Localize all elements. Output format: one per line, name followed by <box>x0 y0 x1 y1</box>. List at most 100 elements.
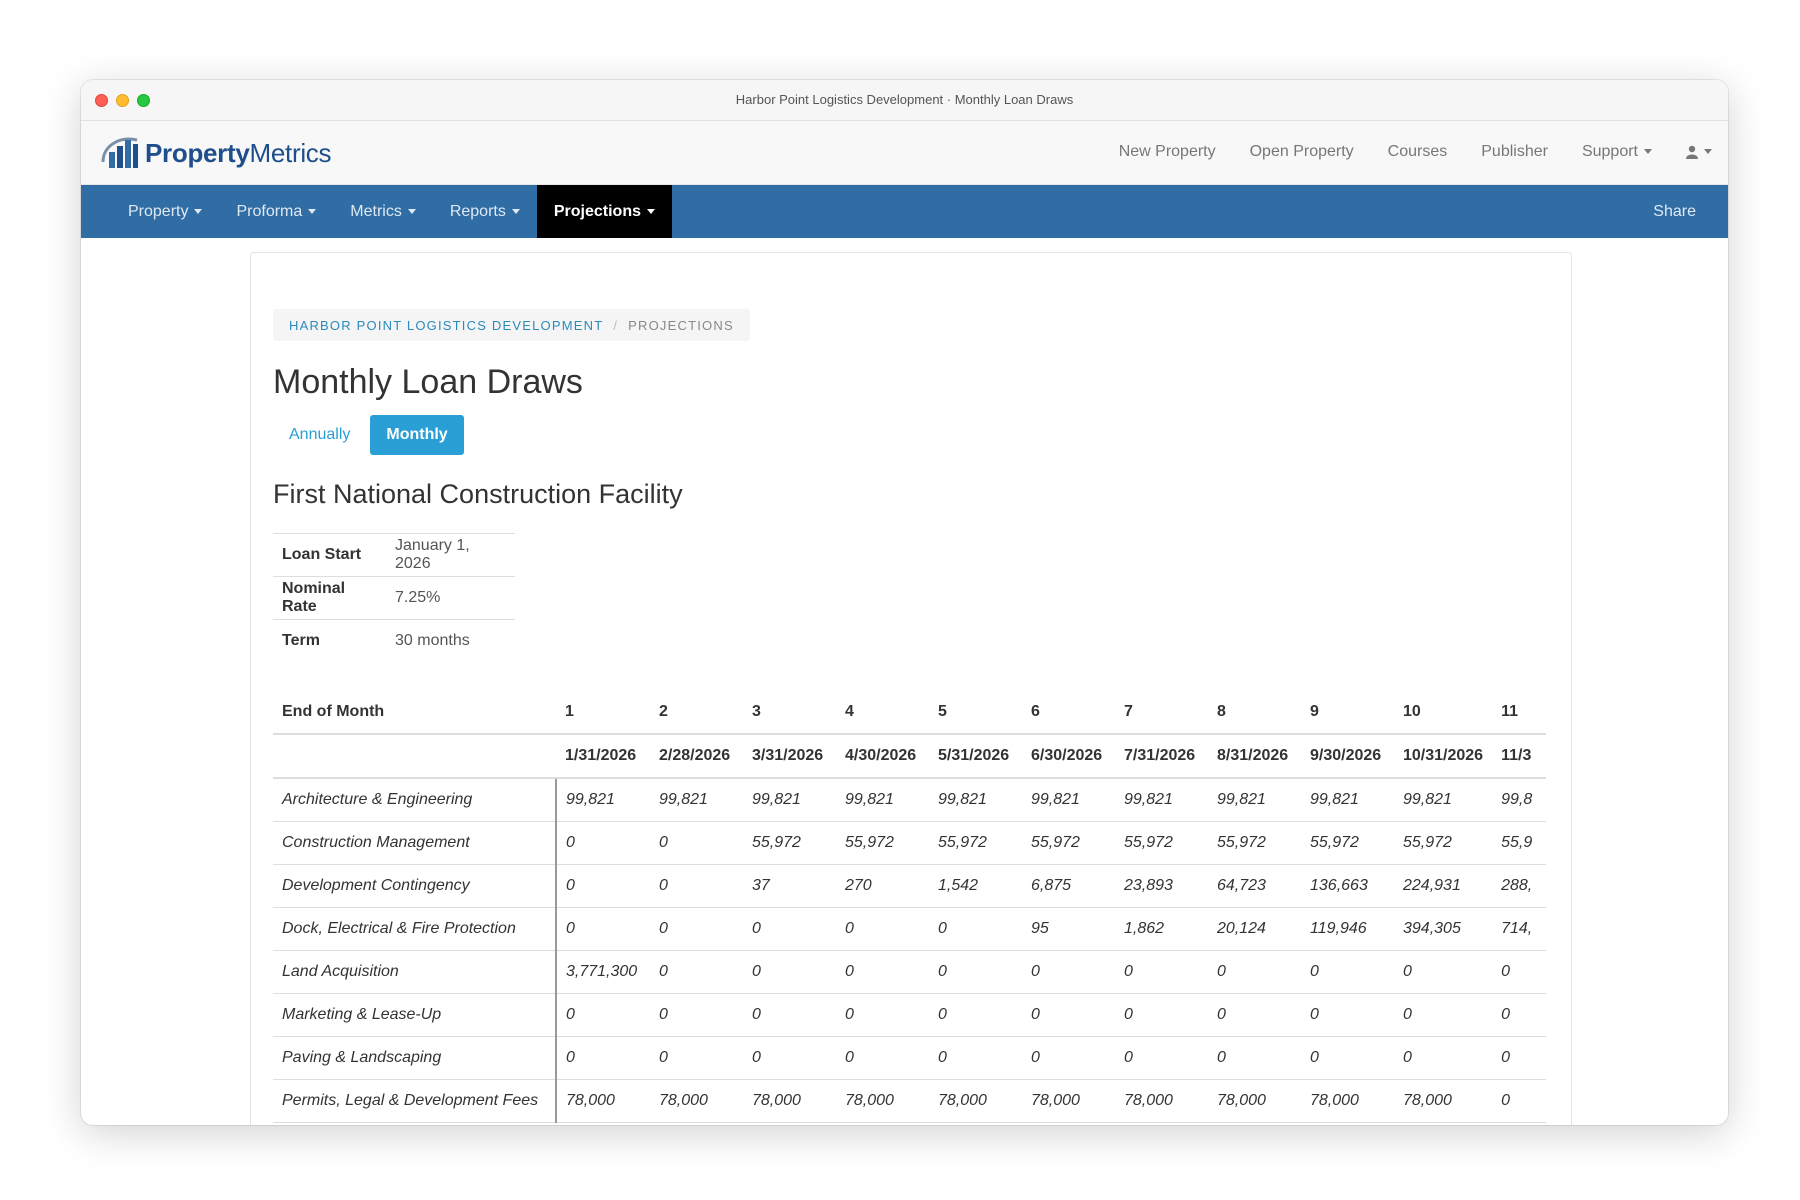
draw-value-cell: 0 <box>1492 1079 1546 1123</box>
row-label: Marketing & Lease-Up <box>273 993 557 1037</box>
draw-value-cell: 119,946 <box>1301 907 1394 951</box>
draw-value-cell: 0 <box>556 864 650 908</box>
annually-button[interactable]: Annually <box>289 426 351 443</box>
draw-value-cell: 55,972 <box>836 821 929 865</box>
draw-value-cell: 1,862 <box>1115 907 1208 951</box>
draw-value-cell: 99,821 <box>1394 778 1493 822</box>
month-date-header: 5/31/2026 <box>929 734 1022 779</box>
publisher-link[interactable]: Publisher <box>1481 143 1548 160</box>
draw-value-cell: 0 <box>929 950 1022 994</box>
monthly-button[interactable]: Monthly <box>370 415 464 455</box>
month-number-header: 5 <box>929 691 1022 735</box>
table-row: Development Contingency 0 0 37 270 1,542 6,875… <box>273 864 1546 908</box>
nav-item-reports[interactable]: Reports <box>433 185 537 238</box>
month-number-header: 8 <box>1208 691 1301 735</box>
loan-info-row: Nominal Rate 7.25% <box>273 576 515 620</box>
draw-value-cell: 0 <box>1492 950 1546 994</box>
draw-value-cell: 0 <box>1394 950 1493 994</box>
new-property-link[interactable]: New Property <box>1118 143 1216 160</box>
nav-item-label: Proforma <box>236 203 303 220</box>
draw-value-cell: 99,8 <box>1492 778 1546 822</box>
draw-value-cell: 6,875 <box>1022 864 1115 908</box>
draw-value-cell: 0 <box>1208 950 1301 994</box>
draw-value-cell: 55,9 <box>1492 821 1546 865</box>
row-label: Architecture & Engineering <box>273 778 557 822</box>
draws-table-body: Architecture & Engineering 99,821 99,821 99… <box>273 778 1546 1123</box>
window-controls <box>95 94 150 107</box>
table-row: Permits, Legal & Development Fees 78,000 7… <box>273 1079 1546 1123</box>
top-header: PropertyMetrics New Property Open Proper… <box>81 121 1728 185</box>
month-date-header: 7/31/2026 <box>1115 734 1208 779</box>
draw-value-cell: 0 <box>1022 1036 1115 1080</box>
table-row: Dock, Electrical & Fire Protection 0 0 0 0 0 9… <box>273 907 1546 951</box>
zoom-window-button[interactable] <box>137 94 150 107</box>
draw-value-cell: 0 <box>556 907 650 951</box>
open-property-link[interactable]: Open Property <box>1249 143 1354 160</box>
table-row: Architecture & Engineering 99,821 99,821 99… <box>273 778 1546 822</box>
nav-item-label: Metrics <box>350 203 402 220</box>
loan-info-label: Nominal Rate <box>273 576 386 620</box>
row-label: Paving & Landscaping <box>273 1036 557 1080</box>
facility-title: First National Construction Facility <box>273 479 683 509</box>
close-window-button[interactable] <box>95 94 108 107</box>
draw-value-cell: 0 <box>836 993 929 1037</box>
draw-value-cell: 0 <box>1115 950 1208 994</box>
months-header-row: End of Month 1 2 3 4 5 6 7 8 9 10 11 <box>273 691 1546 735</box>
courses-link[interactable]: Courses <box>1387 143 1448 160</box>
draw-value-cell: 95 <box>1022 907 1115 951</box>
draw-value-cell: 0 <box>556 993 650 1037</box>
loan-info-value: 30 months <box>386 619 515 662</box>
month-date-header: 1/31/2026 <box>556 734 650 779</box>
draw-value-cell: 0 <box>1492 1036 1546 1080</box>
nav-item-projections[interactable]: Projections <box>536 185 672 238</box>
breadcrumb-project-link[interactable]: Harbor Point Logistics Development <box>289 317 604 333</box>
draw-value-cell: 78,000 <box>1022 1079 1115 1123</box>
draw-value-cell: 0 <box>650 993 743 1037</box>
user-menu[interactable] <box>1686 143 1712 161</box>
support-dropdown[interactable]: Support <box>1582 143 1652 161</box>
draw-value-cell: 99,821 <box>1022 778 1115 822</box>
table-row: Paving & Landscaping 0 0 0 0 0 0 0 0 0 0 0 <box>273 1036 1546 1080</box>
nav-item-proforma[interactable]: Proforma <box>219 185 333 238</box>
month-date-header: 4/30/2026 <box>836 734 929 779</box>
caret-down-icon <box>308 209 317 215</box>
draw-value-cell: 0 <box>1208 993 1301 1037</box>
browser-window: Harbor Point Logistics Development · Mon… <box>81 80 1728 1125</box>
draw-value-cell: 55,972 <box>1394 821 1493 865</box>
share-link[interactable]: Share <box>1653 203 1696 220</box>
draw-value-cell: 37 <box>743 864 836 908</box>
breadcrumb: Harbor Point Logistics Development / Pro… <box>273 309 750 341</box>
draw-value-cell: 0 <box>743 907 836 951</box>
draws-table-container[interactable]: End of Month 1 2 3 4 5 6 7 8 9 10 11 1/31/2026 2/28… <box>273 691 1546 1125</box>
breadcrumb-separator: / <box>613 317 619 333</box>
draw-value-cell: 0 <box>556 821 650 865</box>
nav-item-metrics[interactable]: Metrics <box>333 185 433 238</box>
loan-info-row: Term 30 months <box>273 619 515 662</box>
brand-name-part2: Metrics <box>249 137 332 168</box>
minimize-window-button[interactable] <box>116 94 129 107</box>
caret-down-icon <box>407 209 416 215</box>
month-number-header: 2 <box>650 691 743 735</box>
breadcrumb-current: Projections <box>628 317 734 333</box>
draw-value-cell: 0 <box>1022 993 1115 1037</box>
table-row: Marketing & Lease-Up 0 0 0 0 0 0 0 0 0 0 0 <box>273 993 1546 1037</box>
row-label: Permits, Legal & Development Fees <box>273 1079 557 1123</box>
draw-value-cell: 78,000 <box>743 1079 836 1123</box>
draw-value-cell: 224,931 <box>1394 864 1493 908</box>
month-number-header: 3 <box>743 691 836 735</box>
month-date-header: 6/30/2026 <box>1022 734 1115 779</box>
draw-value-cell: 714, <box>1492 907 1546 951</box>
draw-value-cell: 99,821 <box>743 778 836 822</box>
nav-item-label: Projections <box>553 203 641 220</box>
nav-item-property[interactable]: Property <box>111 185 219 238</box>
draw-value-cell: 0 <box>1208 1036 1301 1080</box>
draw-value-cell: 55,972 <box>1115 821 1208 865</box>
draw-value-cell: 99,821 <box>929 778 1022 822</box>
draw-value-cell: 0 <box>1492 993 1546 1037</box>
draw-value-cell: 55,972 <box>1208 821 1301 865</box>
draw-value-cell: 78,000 <box>836 1079 929 1123</box>
draw-value-cell: 0 <box>650 950 743 994</box>
brand-logo[interactable]: PropertyMetrics <box>99 132 332 174</box>
month-date-header: 8/31/2026 <box>1208 734 1301 779</box>
nav-item-label: Reports <box>449 203 506 220</box>
